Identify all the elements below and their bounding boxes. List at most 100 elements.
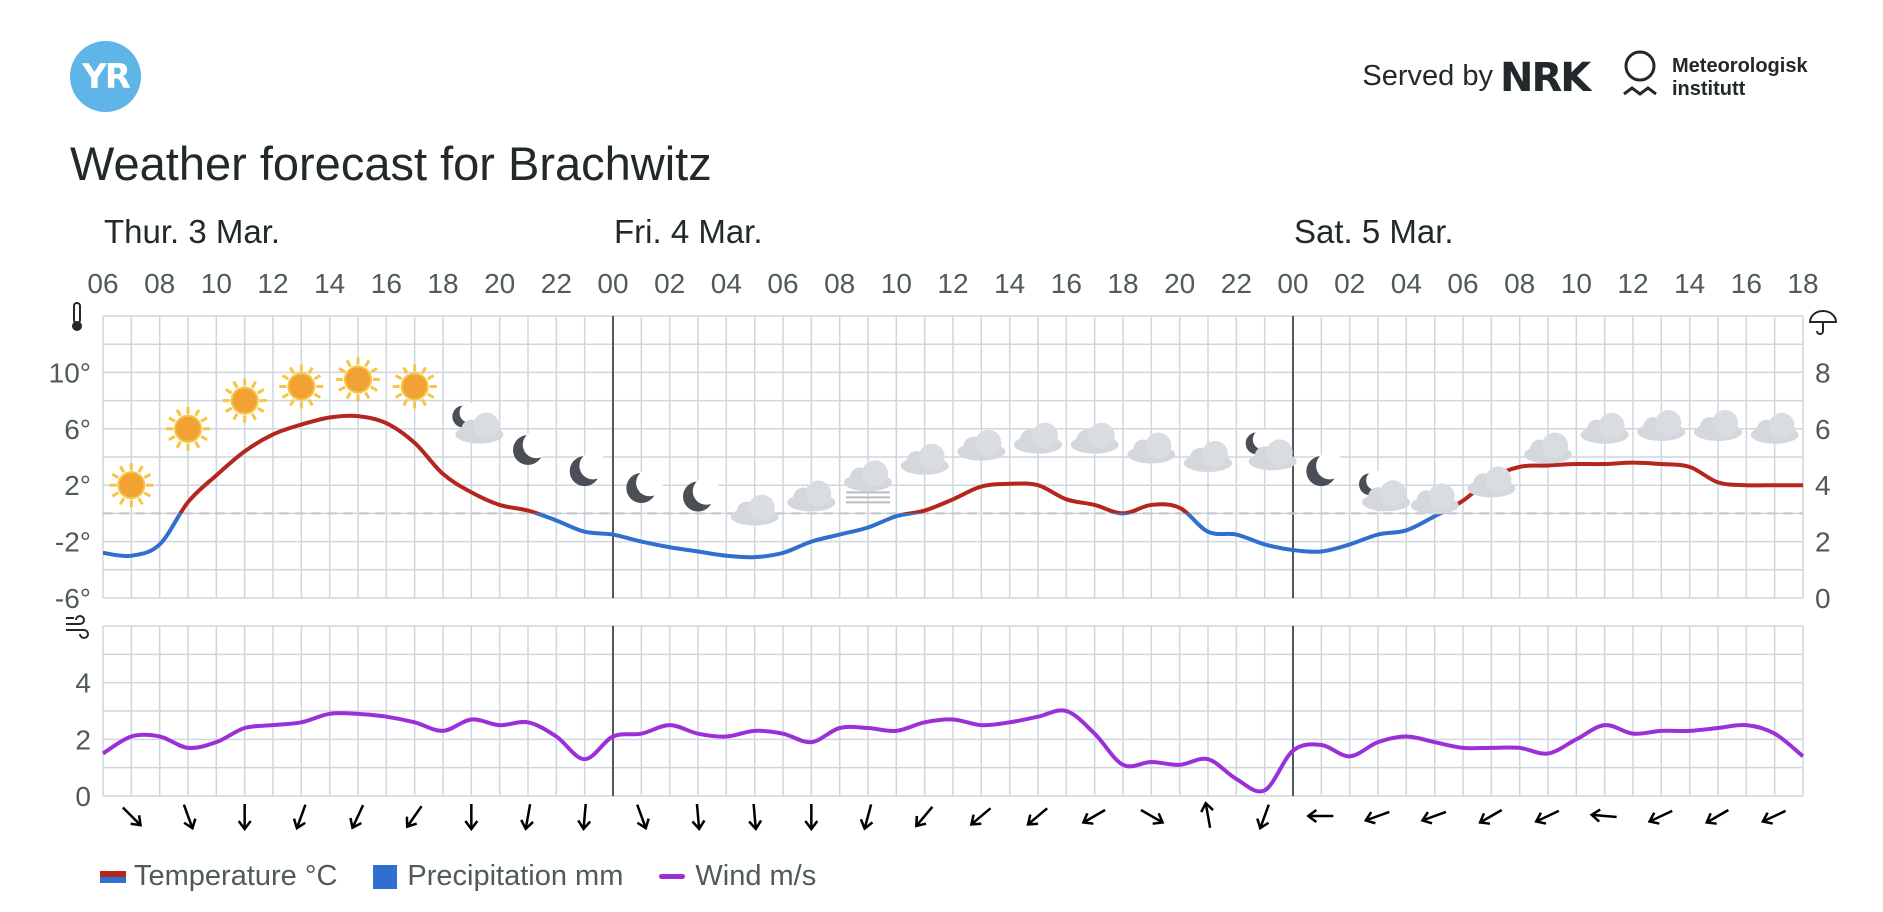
wind-arrow-shaft — [182, 804, 193, 827]
wind-arrow-icon — [1534, 809, 1560, 825]
wind-arrow-head — [804, 820, 819, 832]
wind-arrow-head — [1760, 812, 1773, 825]
cloud-puff — [1088, 422, 1115, 449]
wind-arrow-head — [914, 815, 927, 828]
legend-temperature: Temperature °C — [100, 860, 337, 893]
sun-ray — [143, 472, 152, 479]
x-tick-label: 20 — [484, 268, 515, 299]
umbrella-handle — [1816, 322, 1824, 335]
temperature-line-warm — [177, 413, 1803, 514]
cloud-icon — [1580, 412, 1629, 444]
met-line1: Meteorologisk — [1672, 55, 1808, 77]
sun-ray — [250, 380, 257, 389]
sun-ray — [168, 435, 176, 442]
met-institute-logo[interactable]: Meteorologisk institutt — [1672, 55, 1808, 101]
x-tick-label: 00 — [597, 268, 628, 299]
wind-arrow-head — [969, 814, 982, 826]
x-tick-label: 00 — [1277, 268, 1308, 299]
wind-arrow-shaft — [1537, 809, 1560, 822]
cloud-icon — [1750, 412, 1799, 444]
wind-arrow-shaft — [121, 806, 140, 825]
x-tick-label: 10 — [881, 268, 912, 299]
wind-arrow-head — [183, 818, 197, 831]
x-tick-label: 12 — [937, 268, 968, 299]
wind-arrow-head — [1081, 812, 1094, 825]
wind-arrow-icon — [1478, 808, 1503, 825]
wind-arrow-icon — [1200, 801, 1214, 829]
sun-ray — [289, 366, 296, 375]
cloud-puff — [1266, 439, 1293, 466]
wind-arrow-head — [1026, 814, 1039, 826]
wind-arrow-shaft — [524, 803, 532, 828]
sun-icon — [392, 364, 437, 409]
sun-ray — [143, 491, 152, 498]
x-tick-label: 12 — [257, 268, 288, 299]
wind-arrow-shaft — [1593, 813, 1617, 819]
wind-y-label: 4 — [75, 668, 91, 699]
sun-ray — [232, 412, 239, 421]
x-tick-label: 22 — [541, 268, 572, 299]
cloud-puff — [1380, 480, 1406, 507]
wind-y-label: 2 — [75, 724, 91, 755]
temp-y-label: 10° — [49, 357, 91, 388]
cloud-puff — [1542, 432, 1568, 459]
sun-ray — [313, 374, 322, 381]
wind-arrow-icon — [464, 804, 479, 832]
sun-ray — [307, 398, 314, 407]
fog-icon — [844, 460, 892, 504]
sun-ray — [338, 385, 346, 392]
x-tick-label: 18 — [427, 268, 458, 299]
wind-arrow-shaft — [1084, 808, 1106, 823]
temp-y-label: -2° — [55, 527, 91, 558]
moon-icon — [626, 469, 664, 504]
served-by-label: Served by — [1362, 60, 1493, 92]
moon-icon — [683, 477, 720, 512]
x-tick-label: 08 — [144, 268, 175, 299]
wind-arrow-shaft — [407, 805, 423, 826]
cloud-puff — [1428, 483, 1455, 510]
x-tick-label: 06 — [767, 268, 798, 299]
sun-ray — [307, 366, 314, 375]
temp-y-label: -6° — [55, 583, 91, 614]
sun-ray — [345, 359, 352, 368]
temperature-swatch — [100, 870, 126, 883]
wind-arrow-shaft — [1028, 807, 1048, 825]
wind-arrow-icon — [1306, 809, 1334, 823]
x-tick-label: 16 — [1051, 268, 1082, 299]
x-tick-label: 08 — [1504, 268, 1535, 299]
sun-icon — [222, 378, 267, 423]
wind-arrow-head — [1534, 812, 1547, 825]
wind-arrow-shaft — [1259, 804, 1270, 827]
sun-ray — [426, 392, 435, 399]
thermometer-icon — [72, 302, 82, 331]
cloud-icon — [787, 480, 836, 512]
wind-arrow-icon — [859, 804, 874, 831]
wind-arrow-head — [349, 817, 362, 830]
nrk-logo[interactable]: NRK — [1500, 55, 1591, 101]
sun-ray — [313, 392, 322, 399]
cloud-icon — [1467, 466, 1516, 498]
wind-arrow-head — [405, 816, 418, 829]
cloud-icon — [1410, 483, 1459, 515]
day-label: Fri. 4 Mar. — [614, 213, 763, 250]
sun-ray — [281, 374, 290, 381]
yr-logo[interactable]: YR — [70, 41, 141, 112]
sun-icon — [279, 364, 324, 409]
wind-y-label: 0 — [75, 781, 91, 812]
wind-swatch — [659, 874, 686, 879]
cloud-puff — [1145, 432, 1172, 459]
sun-ray — [256, 406, 265, 413]
sun-disc — [230, 386, 259, 415]
sun-icon — [336, 357, 380, 402]
wind-arrow-head — [1704, 812, 1717, 825]
sun-disc — [287, 372, 316, 401]
x-tick-label: 02 — [1334, 268, 1365, 299]
wind-arrow-head — [636, 818, 650, 831]
wind-icon — [66, 615, 89, 639]
wind-arrow-icon — [1420, 810, 1447, 825]
wind-arrow-shaft — [916, 806, 934, 826]
moon-cut — [636, 469, 664, 497]
yr-logo-text: YR — [82, 56, 131, 97]
forecast-chart: Thur. 3 Mar. Fri. 4 Mar. Sat. 5 Mar.06 08 10… — [49, 213, 1838, 832]
x-tick-label: 02 — [654, 268, 685, 299]
